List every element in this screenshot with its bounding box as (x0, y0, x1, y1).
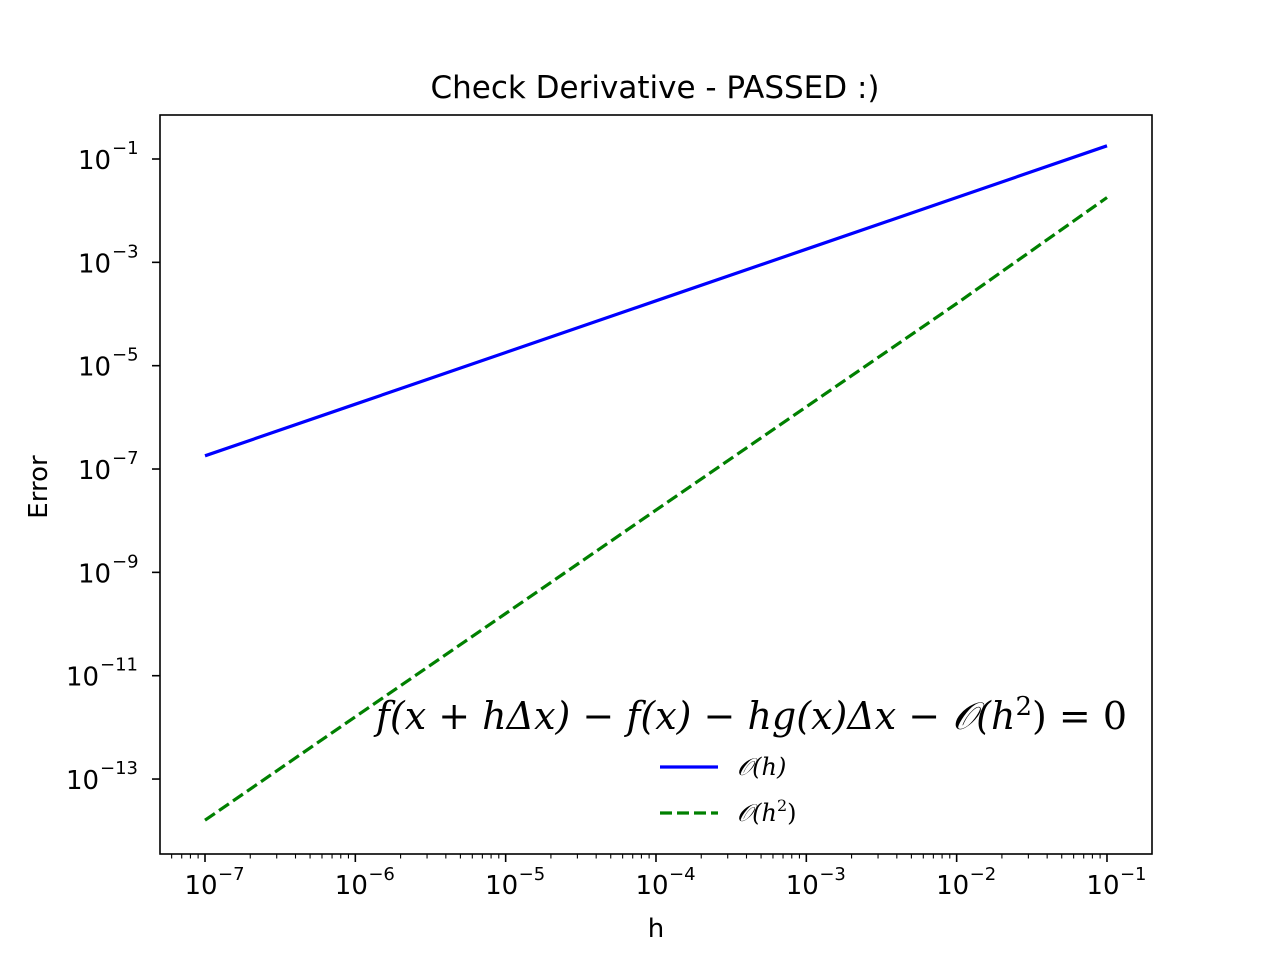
legend: 𝒪(h) 𝒪(h2) (660, 753, 797, 827)
x-tick-label: 10 (1086, 871, 1119, 901)
x-tick-exponent: −5 (519, 864, 546, 885)
x-axis-label: h (648, 914, 664, 944)
x-tick-exponent: −3 (819, 864, 846, 885)
x-tick-exponent: −7 (218, 864, 245, 885)
x-axis: 10 −7 10 −6 10 −5 10 −4 10 −3 10 −2 10 −1 (171, 854, 1147, 901)
x-tick-exponent: −6 (368, 864, 395, 885)
y-tick-exponent: −9 (112, 551, 139, 572)
y-tick-exponent: −13 (100, 758, 138, 779)
x-tick-label: 10 (635, 871, 668, 901)
y-tick-label: 10 (78, 249, 111, 279)
y-tick-exponent: −3 (112, 241, 139, 262)
y-tick-label: 10 (66, 663, 99, 693)
y-tick-exponent: −7 (112, 448, 139, 469)
annotation-equation: f(x + hΔx) − f(x) − hg(x)Δx − 𝒪(h2) = 0 (373, 692, 1127, 738)
chart-title: Check Derivative - PASSED :) (430, 70, 879, 106)
annotation-part1: f(x + hΔx) − f(x) − hg(x)Δx − 𝒪(h (373, 694, 1016, 738)
x-tick-label: 10 (936, 871, 969, 901)
y-tick-exponent: −1 (112, 138, 139, 159)
x-tick-label: 10 (335, 871, 368, 901)
y-tick-label: 10 (66, 766, 99, 796)
plot-area (204, 144, 1108, 822)
series-line-2 (204, 196, 1108, 822)
y-tick-exponent: −11 (100, 655, 138, 676)
x-tick-label: 10 (184, 871, 217, 901)
y-tick-label: 10 (78, 353, 111, 383)
x-tick-exponent: −2 (970, 864, 997, 885)
legend-label-2: 𝒪(h2) (737, 796, 797, 827)
annotation-part2: ) = 0 (1032, 694, 1127, 738)
x-tick-exponent: −4 (669, 864, 696, 885)
y-tick-label: 10 (78, 146, 111, 176)
y-tick-exponent: −5 (112, 345, 139, 366)
y-tick-label: 10 (78, 559, 111, 589)
y-axis-label: Error (24, 455, 54, 519)
x-tick-label: 10 (485, 871, 518, 901)
legend-label-1: 𝒪(h) (737, 753, 786, 781)
x-tick-exponent: −1 (1120, 864, 1147, 885)
y-tick-label: 10 (78, 456, 111, 486)
x-tick-label: 10 (786, 871, 819, 901)
series-line-1 (204, 144, 1108, 458)
annotation-sup: 2 (1015, 692, 1032, 722)
